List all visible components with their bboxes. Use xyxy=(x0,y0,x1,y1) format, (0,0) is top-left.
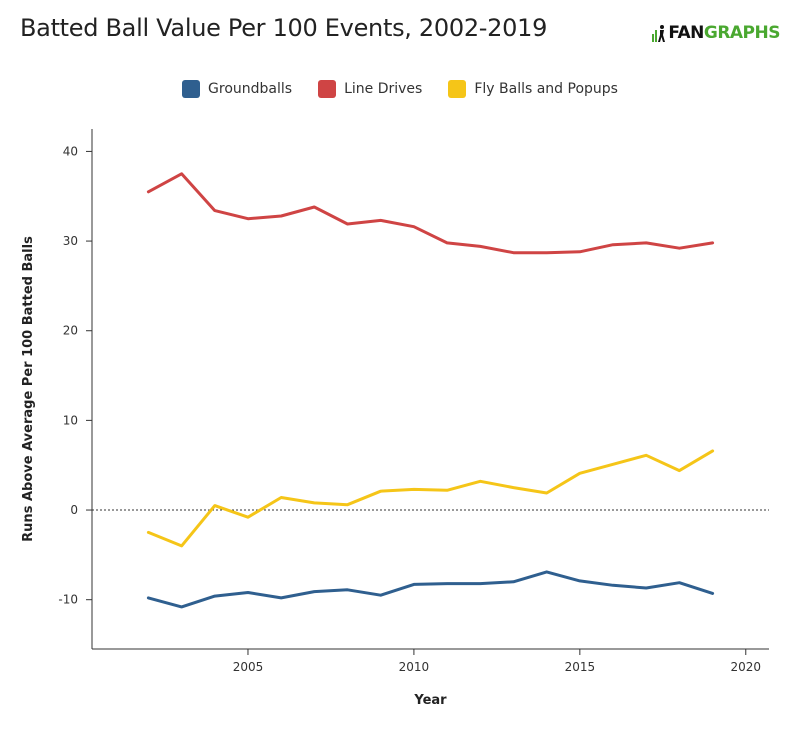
y-axis: -10 0 10 20 30 40 xyxy=(58,144,92,607)
y-tick-label: 10 xyxy=(63,413,78,427)
y-tick-label: -10 xyxy=(58,593,78,607)
x-tick-label: 2005 xyxy=(233,660,264,674)
y-tick-label: 20 xyxy=(63,324,78,338)
y-tick-label: 0 xyxy=(70,503,78,517)
x-axis: 2005 2010 2015 2020 xyxy=(233,649,761,674)
series-line-fly-balls-and-popups[interactable] xyxy=(146,449,715,548)
legend-label-fly-balls: Fly Balls and Popups xyxy=(474,81,618,97)
plot-area xyxy=(91,129,769,650)
legend-swatch-line-drives xyxy=(318,80,337,98)
legend-swatch-groundballs xyxy=(182,80,201,98)
y-tick-label: 30 xyxy=(63,234,78,248)
x-tick-label: 2020 xyxy=(730,660,761,674)
x-axis-title: Year xyxy=(413,693,447,708)
series-lines xyxy=(146,172,715,609)
fangraphs-logo: FAN GRAPHS xyxy=(652,22,781,44)
legend-item-groundballs[interactable]: Groundballs xyxy=(182,80,292,98)
series-line-line-drives[interactable] xyxy=(146,172,715,255)
x-tick-label: 2015 xyxy=(565,660,596,674)
logo-text-fan: FAN xyxy=(668,23,704,43)
legend-item-line-drives[interactable]: Line Drives xyxy=(318,80,422,98)
logo-text-graphs: GRAPHS xyxy=(703,23,781,43)
y-axis-title: Runs Above Average Per 100 Batted Balls xyxy=(21,236,36,542)
chart-title: Batted Ball Value Per 100 Events, 2002-2… xyxy=(20,14,548,42)
y-tick-label: 40 xyxy=(63,144,78,158)
series-line-groundballs[interactable] xyxy=(146,570,715,609)
legend-swatch-fly-balls xyxy=(448,80,467,98)
legend-label-line-drives: Line Drives xyxy=(344,81,423,97)
chart-legend: Groundballs Line Drives Fly Balls and Po… xyxy=(0,80,800,98)
legend-label-groundballs: Groundballs xyxy=(208,81,293,97)
fangraphs-logo-icon xyxy=(652,25,666,42)
legend-item-fly-balls[interactable]: Fly Balls and Popups xyxy=(448,80,618,98)
x-tick-label: 2010 xyxy=(399,660,430,674)
